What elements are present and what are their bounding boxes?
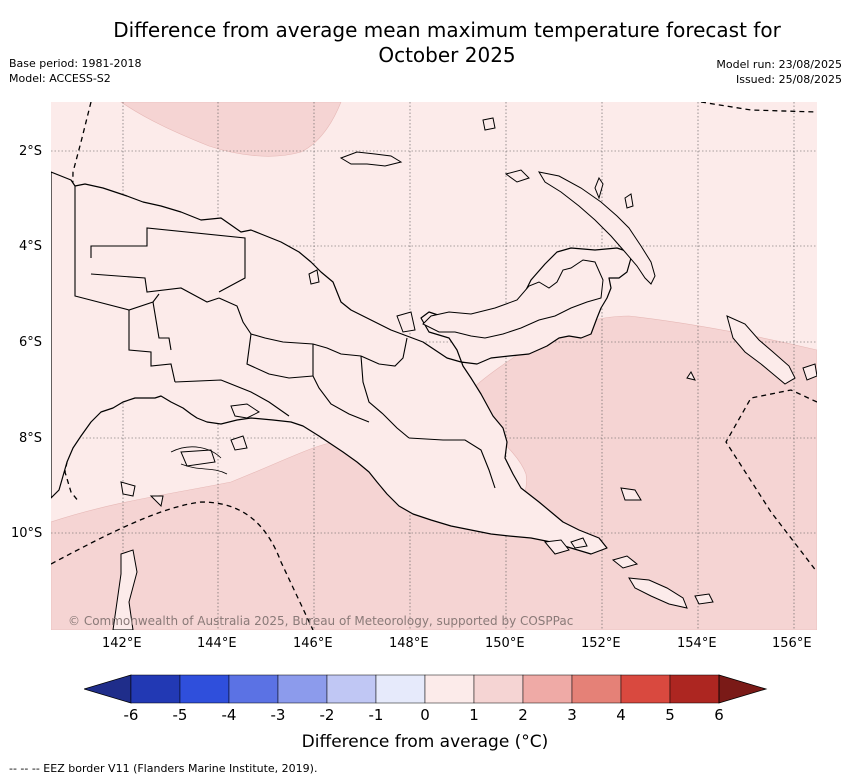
map-svg [51,102,817,630]
colorbar-extend-high [718,674,768,704]
colorbar-label: Difference from average (°C) [301,732,549,752]
lat-label: 4°S [19,239,43,254]
colorbar-tick-label: -3 [270,706,286,724]
model-run: Model run: 23/08/2025 [716,58,842,71]
rivers [170,446,228,475]
lon-label: 156°E [772,636,812,651]
colorbar-bin [130,674,181,704]
anomaly-region-southeast [51,315,817,630]
colorbar-tick-label: 3 [567,706,577,724]
lon-label: 148°E [389,636,429,651]
colorbar-tick-label: -5 [172,706,188,724]
province-boundaries [74,186,496,489]
base-period: Base period: 1981-2018 [9,57,142,70]
colorbar-tick-label: 4 [616,706,626,724]
lon-label: 152°E [581,636,621,651]
meta-left: Base period: 1981-2018 Model: ACCESS-S2 [9,56,141,86]
colorbar-bin [669,674,720,704]
anomaly-region-north [120,102,342,157]
colorbar-bin [228,674,279,704]
colorbar-tick-label: 6 [714,706,724,724]
eez-footnote: -- -- -- EEZ border V11 (Flanders Marine… [9,762,318,775]
model-name: Model: ACCESS-S2 [9,72,111,85]
colorbar-bin [424,674,475,704]
colorbar-tick-label: 5 [665,706,675,724]
colorbar-bin [620,674,671,704]
colorbar-bin [179,674,230,704]
colorbar-tick-label: 2 [518,706,528,724]
lat-label: 6°S [19,335,43,350]
colorbar-tick-label: -2 [319,706,335,724]
lat-label: 10°S [11,526,43,541]
meta-right: Model run: 23/08/2025 Issued: 25/08/2025 [716,57,842,87]
colorbar-tick-label: -6 [123,706,139,724]
lon-label: 142°E [102,636,142,651]
colorbar-bin [375,674,426,704]
lon-label: 144°E [197,636,237,651]
colorbar [84,674,768,704]
lat-label: 2°S [19,144,43,159]
forecast-map[interactable] [51,102,817,630]
colorbar-bin [277,674,328,704]
lon-label: 154°E [677,636,717,651]
colorbar-extend-low [84,674,132,704]
credit-text: © Commonwealth of Australia 2025, Bureau… [68,614,574,628]
colorbar-tick-label: 0 [420,706,430,724]
colorbar-ticks: -6 -5 -4 -3 -2 -1 0 1 2 3 4 5 6 [0,705,850,725]
colorbar-tick-label: -1 [368,706,384,724]
colorbar-tick-label: 1 [469,706,479,724]
lon-label: 150°E [485,636,525,651]
mainland-new-guinea [51,171,632,555]
map-title: Difference from average mean maximum tem… [113,18,781,67]
colorbar-bin [571,674,622,704]
issued-date: Issued: 25/08/2025 [735,73,842,86]
colorbar-bin [522,674,573,704]
lon-label: 146°E [293,636,333,651]
colorbar-bin [473,674,524,704]
lat-label: 8°S [19,431,43,446]
colorbar-bin [326,674,377,704]
islands [112,117,817,630]
colorbar-tick-label: -4 [221,706,237,724]
